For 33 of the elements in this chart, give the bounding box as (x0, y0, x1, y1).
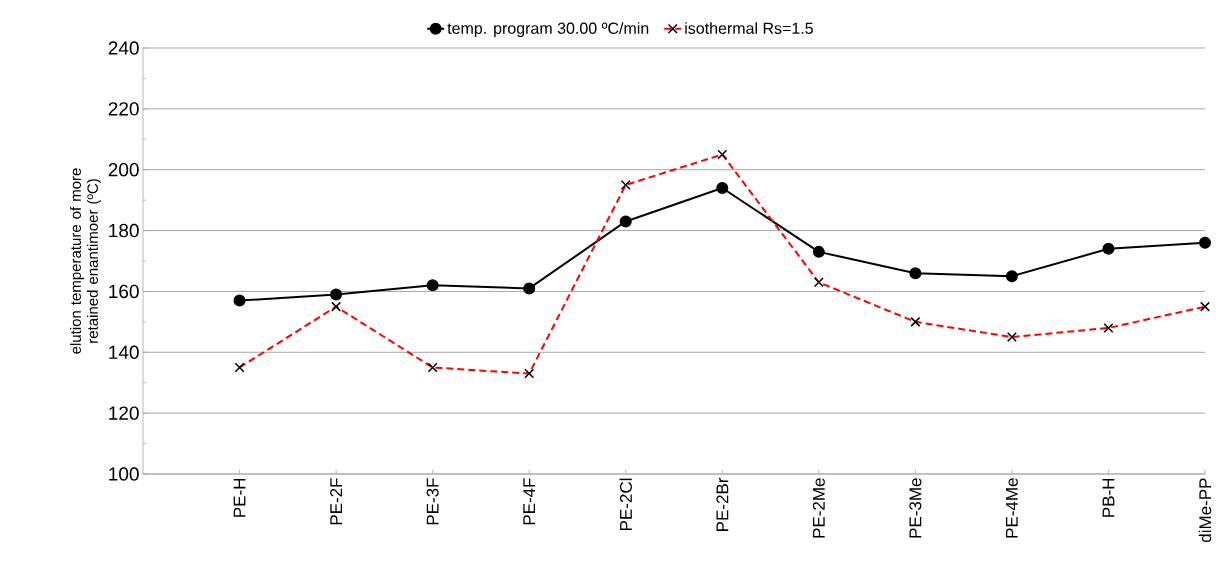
point (523, 282, 536, 295)
point (619, 215, 632, 228)
point (1199, 236, 1212, 249)
y-tick-label: 140 (109, 345, 139, 360)
y-tick-label: 200 (108, 162, 139, 177)
y-tick-label: 100 (109, 467, 139, 481)
point (426, 279, 439, 292)
x-tick-label: PE-3Me (909, 478, 922, 538)
y-tick-label: 160 (109, 284, 139, 299)
x-tick-label: diMe-PP (1198, 478, 1212, 542)
point (812, 245, 825, 258)
y-axis-title: elution temperature of more retained enantimoer (ºC) (69, 168, 101, 354)
x-tick-label: PE-H (233, 478, 246, 517)
point (330, 288, 343, 301)
legend-label: temp. program 30.00 ºC/min (447, 22, 649, 38)
point (716, 181, 729, 194)
x-tick-label: PE-2Me (812, 478, 825, 538)
point (1102, 242, 1115, 255)
y-tick-label: 120 (109, 406, 139, 420)
point (909, 267, 922, 280)
point (1005, 270, 1018, 283)
x-tick-label: PE-3F (426, 478, 439, 525)
x-tick-label: PE-2F (330, 478, 343, 525)
x-tick-label: PB-H (1102, 478, 1115, 517)
y-tick-label: 180 (109, 223, 139, 238)
x-tick-label: PE-2Cl (619, 478, 632, 530)
x-tick-label: PE-4F (523, 478, 536, 525)
legend-label: isothermal Rs=1.5 (685, 22, 813, 34)
point (233, 294, 246, 307)
x-tick-label: PE-2Br (716, 477, 729, 531)
x-tick-label: PE-4Me (1005, 478, 1018, 538)
y-tick-label: 220 (108, 102, 139, 116)
y-tick-label: 240 (108, 41, 139, 55)
